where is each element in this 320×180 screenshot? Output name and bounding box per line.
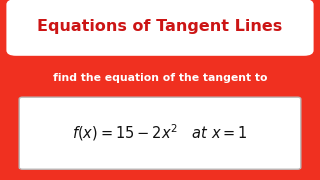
Text: find the equation of the tangent to: find the equation of the tangent to [53,73,267,83]
FancyBboxPatch shape [6,0,314,56]
FancyBboxPatch shape [19,97,301,169]
Text: $f(x) = 15 - 2x^2 \quad at\ x = 1$: $f(x) = 15 - 2x^2 \quad at\ x = 1$ [72,122,248,143]
Text: Equations of Tangent Lines: Equations of Tangent Lines [37,19,283,34]
